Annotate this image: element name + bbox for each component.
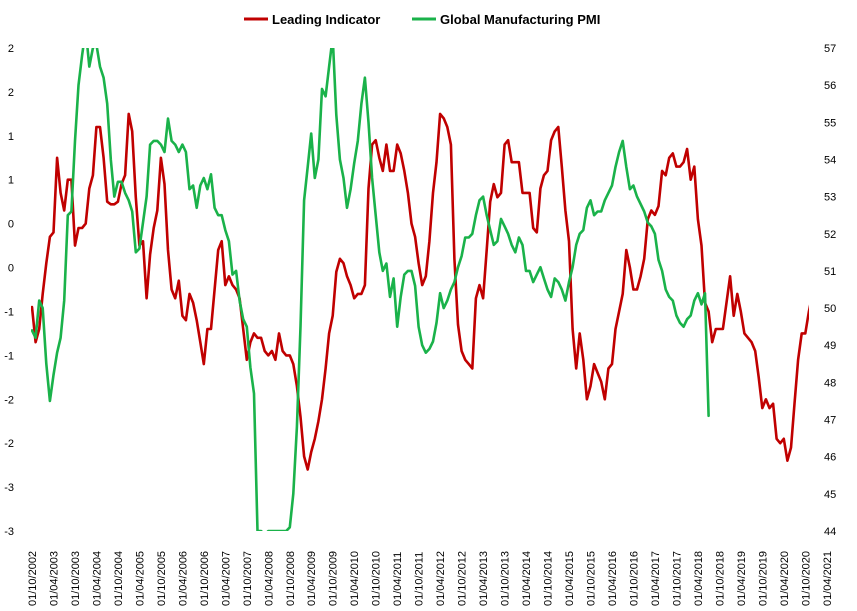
x-tick-label: 01/10/2007 (242, 551, 254, 606)
x-tick-label: 01/04/2014 (521, 551, 533, 606)
x-tick-label: 01/04/2020 (779, 551, 791, 606)
x-tick-label: 01/10/2002 (27, 551, 39, 606)
x-tick-label: 01/10/2010 (371, 551, 383, 606)
y-left-tick-label: -2 (4, 438, 14, 450)
y-left-tick-label: 1 (8, 131, 14, 143)
x-tick-label: 01/10/2019 (757, 551, 769, 606)
x-tick-label: 01/10/2009 (328, 551, 340, 606)
legend-label: Global Manufacturing PMI (440, 12, 600, 27)
y-right-tick-label: 45 (824, 489, 836, 501)
x-tick-label: 01/04/2017 (650, 551, 662, 606)
x-tick-label: 01/04/2012 (435, 551, 447, 606)
y-left-tick-label: 2 (8, 43, 14, 55)
y-left-tick-label: -3 (4, 526, 14, 538)
y-right-tick-label: 50 (824, 303, 836, 315)
legend-item: Leading Indicator (244, 12, 380, 27)
y-axis-right: 57 56 55 54 53 52 51 50 49 48 47 46 45 44 (824, 43, 836, 538)
x-tick-label: 01/04/2006 (177, 551, 189, 606)
y-right-tick-label: 48 (824, 377, 836, 389)
x-tick-label: 01/04/2016 (607, 551, 619, 606)
y-right-tick-label: 47 (824, 415, 836, 427)
y-right-tick-label: 56 (824, 80, 836, 92)
y-right-tick-label: 49 (824, 340, 836, 352)
y-left-tick-label: -1 (4, 350, 14, 362)
y-right-tick-label: 54 (824, 154, 836, 166)
series-line-global-manufacturing-pmi (31, 48, 710, 531)
x-tick-label: 01/04/2004 (91, 551, 103, 606)
legend-item: Global Manufacturing PMI (412, 12, 600, 27)
x-tick-label: 01/04/2013 (478, 551, 490, 606)
x-tick-label: 01/10/2012 (457, 551, 469, 606)
x-tick-label: 01/04/2021 (822, 551, 834, 606)
legend: Leading Indicator Global Manufacturing PM… (244, 12, 600, 27)
x-tick-label: 01/10/2020 (800, 551, 812, 606)
x-tick-label: 01/04/2011 (392, 552, 404, 606)
x-tick-label: 01/04/2015 (564, 551, 576, 606)
y-axis-left: 2 2 1 1 0 0 -1 -1 -2 -2 -3 -3 (4, 43, 14, 538)
x-tick-label: 01/10/2003 (70, 551, 82, 606)
x-axis: 01/10/2002 01/04/2003 01/10/2003 01/04/2004… (27, 551, 834, 606)
y-right-tick-label: 52 (824, 229, 836, 241)
y-right-tick-label: 55 (824, 117, 836, 129)
y-right-tick-label: 53 (824, 192, 836, 204)
y-left-tick-label: -1 (4, 306, 14, 318)
x-tick-label: 01/10/2008 (285, 551, 297, 606)
x-tick-label: 01/04/2010 (349, 551, 361, 606)
y-right-tick-label: 51 (824, 266, 836, 278)
y-left-tick-label: 1 (8, 175, 14, 187)
y-left-tick-label: 0 (8, 263, 14, 275)
y-left-tick-label: 2 (8, 87, 14, 99)
y-right-tick-label: 44 (824, 526, 836, 538)
y-left-tick-label: -2 (4, 394, 14, 406)
x-tick-label: 01/04/2018 (693, 551, 705, 606)
y-right-tick-label: 46 (824, 452, 836, 464)
x-tick-label: 01/04/2019 (736, 551, 748, 606)
x-tick-label: 01/10/2016 (628, 551, 640, 606)
legend-label: Leading Indicator (272, 12, 380, 27)
y-left-tick-label: -3 (4, 482, 14, 494)
y-left-tick-label: 0 (8, 219, 14, 231)
x-tick-label: 01/04/2003 (48, 551, 60, 606)
y-right-tick-label: 57 (824, 43, 836, 55)
x-tick-label: 01/10/2006 (199, 551, 211, 606)
x-tick-label: 01/04/2007 (220, 551, 232, 606)
x-tick-label: 01/10/2004 (113, 551, 125, 606)
x-tick-label: 01/10/2005 (156, 551, 168, 606)
x-tick-label: 01/10/2011 (414, 552, 426, 606)
x-tick-label: 01/04/2009 (306, 551, 318, 606)
x-tick-label: 01/10/2014 (543, 551, 555, 606)
series-line-leading-indicator (31, 112, 809, 471)
x-tick-label: 01/10/2015 (585, 551, 597, 606)
x-tick-label: 01/10/2013 (500, 551, 512, 606)
x-tick-label: 01/04/2005 (134, 551, 146, 606)
x-tick-label: 01/10/2017 (671, 551, 683, 606)
x-tick-label: 01/10/2018 (714, 551, 726, 606)
x-tick-label: 01/04/2008 (263, 551, 275, 606)
series-lines (31, 48, 809, 531)
